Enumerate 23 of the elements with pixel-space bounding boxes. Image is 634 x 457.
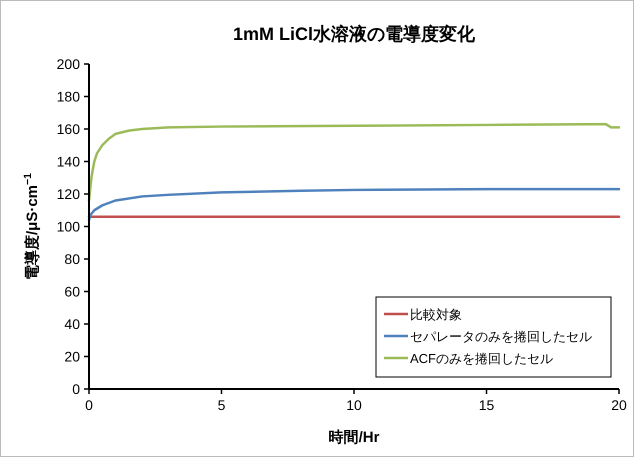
y-tick-label: 40: [64, 316, 80, 332]
y-tick-label: 60: [64, 284, 80, 300]
legend-label: ACFのみを捲回したセル: [410, 351, 553, 366]
chart-title: 1mM LiCl水溶液の電導度変化: [232, 24, 476, 44]
line-series: [88, 122, 620, 202]
y-tick-label: 180: [56, 88, 80, 104]
x-axis-title: 時間/Hr: [328, 429, 380, 446]
y-tick-label: 100: [56, 218, 80, 234]
x-tick-label: 0: [85, 397, 94, 413]
y-tick-label: 0: [72, 381, 80, 397]
legend-label: セパレータのみを捲回したセル: [410, 329, 592, 344]
x-tick-label: 15: [478, 397, 494, 413]
y-tick-label: 80: [64, 251, 80, 267]
y-tick-label: 140: [56, 154, 80, 170]
line-series: [88, 188, 620, 222]
x-tick-label: 10: [346, 397, 362, 413]
x-tick-label: 20: [611, 397, 627, 413]
x-tick-label: 5: [218, 397, 226, 413]
y-tick-label: 160: [56, 121, 80, 137]
y-tick-label: 120: [56, 186, 80, 202]
legend-label: 比較対象: [410, 307, 462, 322]
y-tick-label: 200: [56, 56, 80, 72]
y-tick-label: 20: [64, 348, 80, 364]
